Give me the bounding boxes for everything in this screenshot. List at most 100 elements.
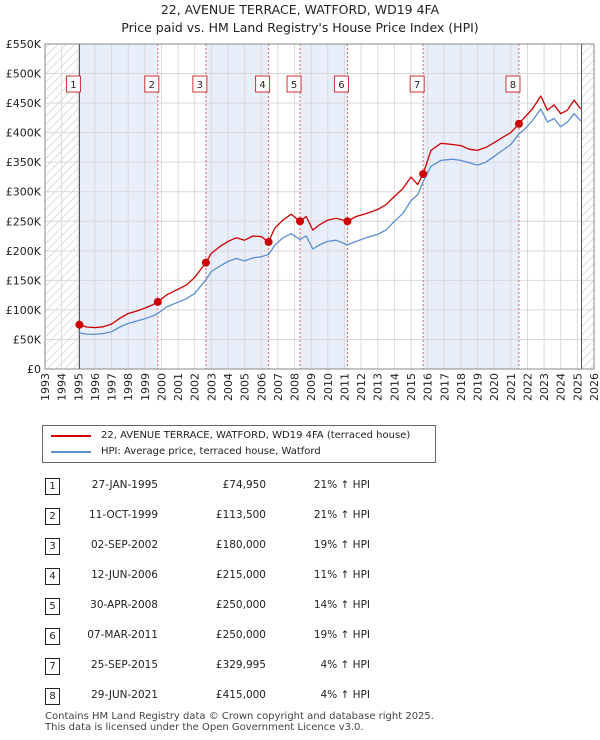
y-tick-label: £350K	[6, 156, 42, 169]
footer-copyright: Contains HM Land Registry data © Crown c…	[45, 711, 434, 722]
x-tick-label: 2008	[289, 373, 302, 401]
x-tick-label: 2016	[422, 373, 435, 401]
legend-red-label: 22, AVENUE TERRACE, WATFORD, WD19 4FA (t…	[101, 430, 411, 441]
x-tick-label: 2003	[205, 373, 218, 401]
marker-label: 1	[70, 80, 76, 91]
x-tick-label: 2014	[388, 373, 401, 401]
row-number-badge: 5	[45, 598, 60, 615]
sale-point	[201, 258, 210, 267]
y-tick-label: £50K	[13, 333, 42, 346]
x-tick-label: 2009	[305, 373, 318, 401]
marker-label-box	[286, 75, 302, 93]
marker-label-box	[255, 75, 271, 93]
marker-label: 4	[259, 80, 265, 91]
chart-title-line-2: Price paid vs. HM Land Registry's House …	[121, 20, 479, 35]
row-number-badge: 2	[45, 508, 60, 525]
row-hpi: 11% ↑ HPI	[313, 569, 370, 581]
x-tick-label: 2006	[255, 373, 268, 401]
row-number-badge: 7	[45, 658, 60, 675]
y-tick-label: £300K	[6, 186, 42, 199]
marker-label: 3	[197, 80, 203, 91]
x-tick-label: 2010	[322, 373, 335, 401]
y-tick-label: £0	[27, 363, 41, 376]
plot-border	[44, 43, 595, 370]
hatched-period	[581, 44, 594, 369]
row-price: £250,000	[215, 629, 266, 641]
table-row: 7 25-SEP-2015 £329,995 4% ↑ HPI	[0, 652, 600, 682]
x-tick-label: 2020	[488, 373, 501, 401]
y-tick-label: £550K	[6, 38, 42, 51]
shaded-period	[79, 44, 158, 369]
row-date: 07-MAR-2011	[87, 629, 158, 641]
x-tick-label: 2025	[571, 373, 584, 401]
marker-label: 2	[149, 80, 155, 91]
row-date: 27-JAN-1995	[91, 479, 158, 491]
marker-label-box	[409, 75, 425, 93]
row-hpi: 19% ↑ HPI	[313, 629, 370, 641]
y-tick-label: £400K	[6, 127, 42, 140]
table-row: 3 02-SEP-2002 £180,000 19% ↑ HPI	[0, 532, 600, 562]
footer-licence: This data is licensed under the Open Gov…	[45, 722, 364, 733]
marker-label-box	[65, 75, 81, 93]
x-tick-label: 1994	[56, 373, 69, 401]
row-price: £74,950	[222, 479, 266, 491]
x-tick-label: 2004	[222, 373, 235, 401]
row-date: 30-APR-2008	[90, 599, 158, 611]
sale-point	[264, 237, 273, 246]
table-row: 5 30-APR-2008 £250,000 14% ↑ HPI	[0, 592, 600, 622]
row-date: 02-SEP-2002	[90, 539, 158, 551]
sale-point	[296, 217, 305, 226]
x-tick-label: 2019	[472, 373, 485, 401]
row-hpi: 4% ↑ HPI	[320, 689, 370, 701]
legend: 22, AVENUE TERRACE, WATFORD, WD19 4FA (t…	[42, 425, 436, 463]
row-price: £180,000	[215, 539, 266, 551]
row-hpi: 21% ↑ HPI	[313, 479, 370, 491]
marker-label-box	[333, 75, 349, 93]
x-tick-label: 2000	[155, 373, 168, 401]
x-tick-label: 2022	[521, 373, 534, 401]
footer: Contains HM Land Registry data © Crown c…	[45, 711, 434, 733]
x-tick-label: 1997	[106, 373, 119, 401]
shaded-period	[300, 44, 348, 369]
marker-label: 8	[510, 80, 516, 91]
x-tick-label: 1993	[39, 373, 52, 401]
row-date: 25-SEP-2015	[90, 659, 158, 671]
table-row: 8 29-JUN-2021 £415,000 4% ↑ HPI	[0, 682, 600, 712]
row-price: £329,995	[215, 659, 266, 671]
row-number-badge: 6	[45, 628, 60, 645]
x-tick-label: 1995	[72, 373, 85, 401]
row-date: 29-JUN-2021	[91, 689, 158, 701]
row-date: 11-OCT-1999	[89, 509, 158, 521]
y-tick-label: £200K	[6, 245, 42, 258]
shaded-period	[423, 44, 519, 369]
legend-blue-swatch	[51, 451, 91, 453]
x-tick-label: 2011	[338, 373, 351, 401]
y-tick-label: £450K	[6, 97, 42, 110]
marker-label-box	[192, 75, 208, 93]
x-tick-label: 2005	[239, 373, 252, 401]
y-tick-label: £500K	[6, 68, 42, 81]
row-price: £250,000	[215, 599, 266, 611]
row-number-badge: 4	[45, 568, 60, 585]
x-tick-label: 2026	[588, 373, 600, 401]
sale-point	[343, 217, 352, 226]
row-price: £415,000	[215, 689, 266, 701]
x-tick-label: 2023	[538, 373, 551, 401]
row-hpi: 14% ↑ HPI	[313, 599, 370, 611]
row-date: 12-JUN-2006	[91, 569, 158, 581]
price-chart: 1 2 3 4 5 6 7 8 £0 £50K £100K £150K £200K £250K £300K £…	[6, 38, 600, 401]
legend-blue-label: HPI: Average price, terraced house, Watf…	[101, 446, 321, 457]
marker-label: 6	[338, 80, 344, 91]
table-row: 1 27-JAN-1995 £74,950 21% ↑ HPI	[0, 472, 600, 502]
x-tick-label: 1999	[139, 373, 152, 401]
sale-point	[514, 119, 523, 128]
hatched-period	[45, 44, 80, 369]
x-tick-label: 2017	[438, 373, 451, 401]
marker-label: 7	[414, 80, 420, 91]
y-tick-label: £150K	[6, 274, 42, 287]
x-tick-label: 2024	[555, 373, 568, 401]
hpi-series-line	[79, 108, 582, 336]
x-tick-label: 1998	[122, 373, 135, 401]
shaded-period	[205, 44, 269, 369]
x-tick-label: 1996	[89, 373, 102, 401]
